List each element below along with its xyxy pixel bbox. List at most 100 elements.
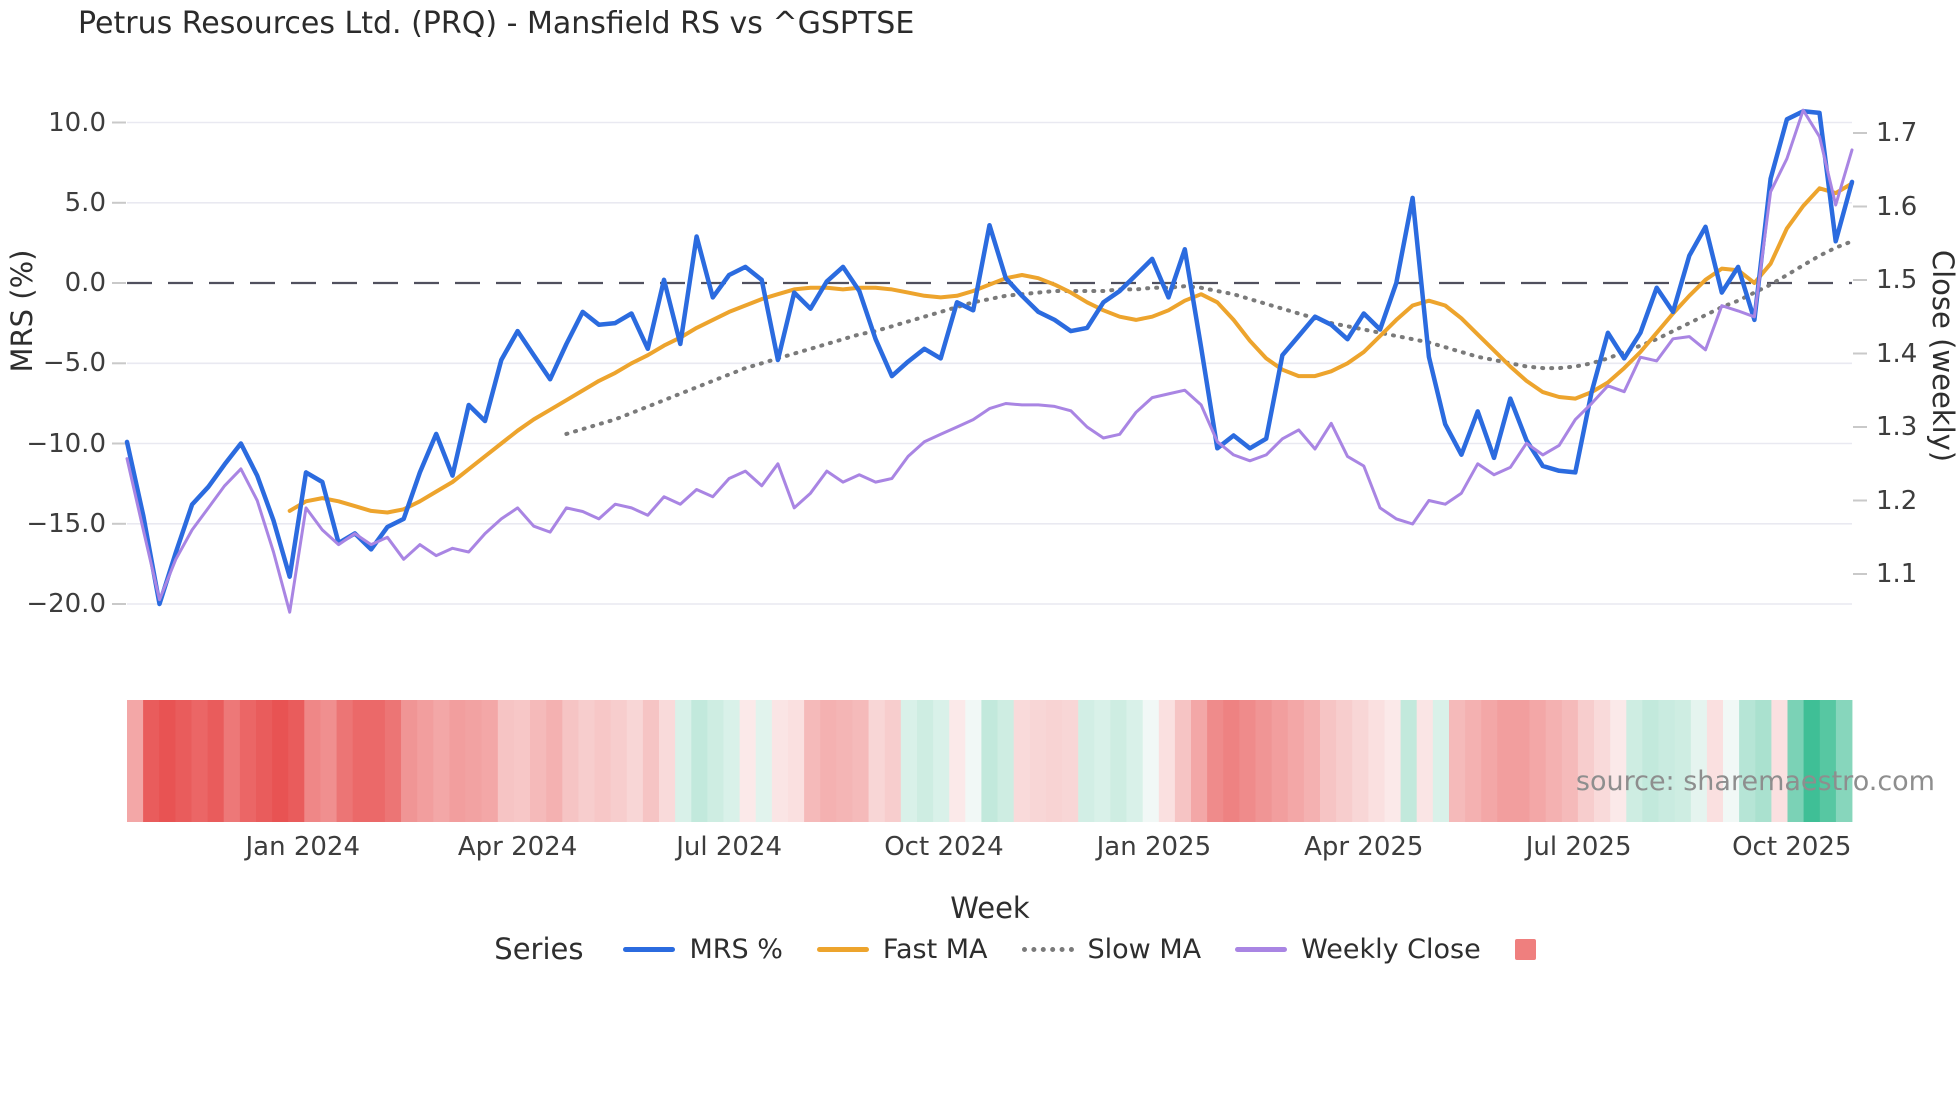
- heatmap-band: [1755, 700, 1772, 822]
- heatmap-band: [417, 700, 434, 822]
- slow-ma-dotted-swatch-icon: [1021, 946, 1074, 952]
- heatmap-band: [933, 700, 950, 822]
- heatmap-band: [1142, 700, 1160, 822]
- heatmap-band: [852, 700, 870, 822]
- heatmap-band: [1577, 700, 1595, 822]
- heatmap-band: [401, 700, 418, 822]
- heatmap-band: [1352, 700, 1369, 822]
- x-tick: Jul 2024: [676, 832, 783, 862]
- y-tick-left: −5.0: [42, 348, 106, 379]
- heatmap-band: [1094, 700, 1111, 822]
- heatmap-band: [1013, 700, 1031, 822]
- heatmap-swatch-icon: [1514, 938, 1536, 960]
- x-tick: Jan 2024: [245, 832, 360, 862]
- heatmap-band: [1626, 700, 1643, 822]
- y-tick-left: 0.0: [64, 268, 106, 298]
- heatmap-band: [691, 700, 708, 822]
- mrs-line-swatch-icon: [623, 946, 676, 952]
- heatmap-band: [707, 700, 724, 822]
- heatmap-band: [1835, 700, 1853, 822]
- heatmap-band: [1255, 700, 1273, 822]
- heatmap-band: [884, 700, 902, 822]
- x-tick: Apr 2025: [1304, 832, 1424, 862]
- legend-label-fast-ma: Fast MA: [882, 933, 988, 965]
- heatmap-band: [1610, 700, 1627, 822]
- heatmap-band: [368, 700, 386, 822]
- legend-label-mrs: MRS %: [689, 933, 783, 965]
- heatmap-band: [1787, 700, 1805, 822]
- heatmap-band: [1400, 700, 1418, 822]
- heatmap-band: [578, 700, 595, 822]
- heatmap-band: [1481, 700, 1498, 822]
- heatmap-band: [1449, 700, 1466, 822]
- heatmap-band: [626, 700, 644, 822]
- y-tick-left: −10.0: [26, 428, 106, 459]
- heatmap-band: [1690, 700, 1708, 822]
- heatmap-band: [449, 700, 466, 822]
- heatmap-band: [1062, 700, 1079, 822]
- heatmap-band: [239, 700, 257, 822]
- heatmap-band: [1803, 700, 1821, 822]
- legend-item-weekly-close: Weekly Close: [1235, 934, 1481, 965]
- y-tick-left: −20.0: [26, 589, 106, 619]
- legend: Series MRS % Fast MA Slow MA Weekly Clos…: [0, 932, 1960, 966]
- heatmap-band: [497, 700, 515, 822]
- legend-item-slow-ma: Slow MA: [1021, 934, 1201, 965]
- heatmap-band: [755, 700, 773, 822]
- heatmap-band: [788, 700, 805, 822]
- heatmap-band: [1513, 700, 1530, 822]
- heatmap-band: [723, 700, 741, 822]
- heatmap-band: [546, 700, 563, 822]
- heatmap-band: [143, 700, 160, 822]
- heatmap-band: [159, 700, 176, 822]
- x-tick: Oct 2025: [1732, 832, 1852, 862]
- heatmap-band: [304, 700, 321, 822]
- x-tick: Jul 2025: [1525, 832, 1632, 862]
- heatmap-band: [820, 700, 837, 822]
- heatmap-band: [1239, 700, 1256, 822]
- y-tick-right: 1.4: [1876, 338, 1918, 369]
- heatmap-band: [513, 700, 531, 822]
- y-tick-left: −15.0: [26, 508, 106, 539]
- heatmap-band: [1642, 700, 1659, 822]
- heatmap-band: [336, 700, 354, 822]
- legend-item-fast-ma: Fast MA: [816, 933, 988, 965]
- heatmap-band: [1771, 700, 1788, 822]
- heatmap-band: [1174, 700, 1192, 822]
- heatmap-band: [191, 700, 209, 822]
- heatmap-band: [1432, 700, 1450, 822]
- heatmap-band: [256, 700, 273, 822]
- heatmap-band: [272, 700, 289, 822]
- heatmap-band: [1223, 700, 1240, 822]
- heatmap-band: [1594, 700, 1611, 822]
- heatmap-band: [1384, 700, 1402, 822]
- y-tick-right: 1.3: [1876, 412, 1918, 442]
- heatmap-band: [739, 700, 757, 822]
- heatmap-band: [675, 700, 692, 822]
- heatmap-band: [1158, 700, 1176, 822]
- heatmap-band: [1191, 700, 1208, 822]
- heatmap-band: [207, 700, 225, 822]
- heatmap-band: [1303, 700, 1321, 822]
- heatmap-band: [1271, 700, 1289, 822]
- heatmap-band: [1706, 700, 1724, 822]
- heatmap-band: [1416, 700, 1434, 822]
- heatmap-band: [1029, 700, 1047, 822]
- x-tick: Jan 2025: [1096, 832, 1212, 862]
- page-title: Petrus Resources Ltd. (PRQ) - Mansfield …: [78, 6, 915, 41]
- y-tick-right: 1.5: [1876, 265, 1918, 295]
- heatmap-band: [288, 700, 305, 822]
- x-tick: Apr 2024: [457, 832, 578, 862]
- heatmap-band: [868, 700, 886, 822]
- legend-label-weekly-close: Weekly Close: [1301, 933, 1481, 965]
- heatmap-band: [771, 700, 789, 822]
- heatmap-band: [917, 700, 934, 822]
- weekly-close-line-swatch-icon: [1235, 946, 1288, 952]
- heatmap-band: [175, 700, 192, 822]
- heatmap-band: [1078, 700, 1095, 822]
- source-credit: source: sharemaestro.com: [1575, 766, 1935, 797]
- y-tick-right: 1.6: [1876, 191, 1918, 222]
- heatmap-band: [530, 700, 547, 822]
